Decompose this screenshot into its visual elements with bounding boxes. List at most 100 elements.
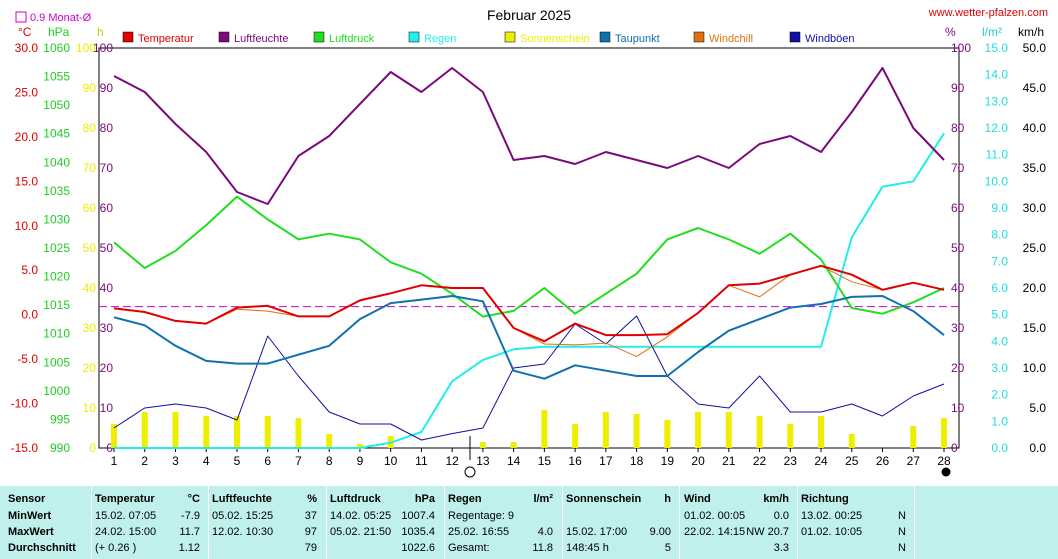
sunshine-axis-tick: 0	[89, 441, 96, 455]
sunshine-bar	[111, 424, 117, 448]
temp-unit: °C	[18, 25, 32, 39]
rain-label: Gesamt:	[448, 542, 490, 554]
rain-label: 25.02. 16:55	[448, 526, 510, 538]
table-header: h	[664, 493, 671, 505]
sunshine-bar	[633, 414, 640, 448]
wind-date: 01.02. 00:05	[684, 510, 746, 522]
pressure-axis-tick: 1050	[43, 98, 70, 112]
x-tick-label: 19	[661, 454, 675, 468]
table-divider	[914, 486, 915, 559]
table-divider	[444, 486, 445, 559]
legend-label: Windböen	[805, 33, 855, 45]
rain-axis-tick: 4.0	[991, 334, 1008, 348]
pressure-axis-tick: 1000	[43, 384, 70, 398]
humidity-right-axis-tick: 40	[951, 281, 965, 295]
rain-axis-tick: 15.0	[985, 41, 1009, 55]
sunshine-bar	[848, 434, 855, 448]
sunshine-bar	[541, 410, 548, 448]
temp-axis-tick: -15.0	[11, 441, 39, 455]
table-header: %	[307, 493, 317, 505]
humidity-left-axis-tick: 70	[100, 161, 114, 175]
legend-swatch	[504, 31, 516, 43]
monat-avg-label: 0.9 Monat-Ø	[30, 12, 92, 24]
wind-axis-tick: 40.0	[1023, 121, 1047, 135]
x-tick-label: 16	[568, 454, 582, 468]
wind-axis-tick: 20.0	[1023, 281, 1047, 295]
sunshine-axis-tick: 100	[76, 41, 96, 55]
x-tick-label: 18	[630, 454, 644, 468]
rain-axis-tick: 3.0	[991, 361, 1008, 375]
legend-swatch	[693, 31, 705, 43]
regen-line	[114, 132, 945, 449]
windböen-line	[113, 315, 945, 441]
sunshine-unit: h	[97, 25, 104, 39]
sunshine-axis-tick: 20	[83, 361, 97, 375]
humidity-right-axis-tick: 20	[951, 361, 965, 375]
table-header: Sensor	[8, 493, 46, 505]
temp-axis-tick: -10.0	[11, 397, 39, 411]
wind-value: 0.0	[773, 510, 789, 522]
humidity-date: 05.02. 15:25	[212, 510, 274, 522]
temp-axis-tick: 20.0	[15, 130, 39, 144]
table-divider	[91, 486, 92, 559]
humidity-value: 37	[304, 510, 317, 522]
rain-axis-tick: 5.0	[991, 308, 1008, 322]
rain-unit: l/m²	[982, 25, 1002, 39]
site-url: www.wetter-pfalzen.com	[928, 7, 1048, 19]
table-header: hPa	[414, 493, 435, 505]
legend-label: Regen	[424, 33, 456, 45]
temperatur-line	[113, 264, 945, 343]
pressure-date: 14.02. 05:25	[330, 510, 392, 522]
sunshine-axis-tick: 70	[83, 161, 97, 175]
rain-axis-tick: 14.0	[985, 68, 1009, 82]
sunshine-value: 5	[664, 542, 671, 554]
sunshine-bar	[941, 418, 947, 448]
x-tick-label: 1	[111, 454, 118, 468]
rain-axis-tick: 11.0	[986, 148, 1009, 162]
wind-unit: km/h	[1018, 25, 1044, 39]
pressure-axis-tick: 1005	[43, 355, 70, 369]
humidity-right-axis-tick: 80	[951, 121, 965, 135]
wind-axis-tick: 30.0	[1023, 201, 1047, 215]
x-tick-label: 22	[753, 454, 767, 468]
temp-value: -7.9	[181, 510, 200, 522]
temp-value: 11.7	[179, 526, 200, 538]
x-tick-label: 13	[476, 454, 490, 468]
humidity-left-axis-tick: 30	[100, 321, 114, 335]
x-tick-label: 3	[172, 454, 179, 468]
sunshine-bar	[233, 416, 240, 448]
wind-axis-tick: 45.0	[1023, 81, 1047, 95]
rain-axis-tick: 8.0	[991, 228, 1008, 242]
sunshine-bar	[725, 412, 732, 448]
row-label: Durchschnitt	[8, 542, 76, 554]
x-tick-label: 20	[691, 454, 705, 468]
pressure-axis-tick: 1060	[43, 41, 70, 55]
table-header: Regen	[448, 493, 482, 505]
pressure-value: 1035.4	[401, 526, 435, 538]
new-moon-icon	[941, 467, 951, 477]
legend-label: Windchill	[709, 33, 753, 45]
sunshine-bar	[818, 416, 825, 448]
luftdruck-line	[113, 195, 945, 318]
table-header: Luftdruck	[330, 493, 381, 505]
humidity-unit: %	[945, 25, 956, 39]
rain-axis-tick: 13.0	[985, 94, 1009, 108]
legend-label: Sonnenschein	[520, 33, 590, 45]
wind-axis-tick: 50.0	[1023, 41, 1047, 55]
table-header: l/m²	[533, 493, 553, 505]
pressure-value: 1022.6	[401, 542, 435, 554]
pressure-date: 05.02. 21:50	[330, 526, 392, 538]
sunshine-date: 15.02. 17:00	[566, 526, 628, 538]
humidity-value: 97	[304, 526, 317, 538]
humidity-right-axis-tick: 90	[951, 81, 965, 95]
rain-value: 11.8	[532, 542, 553, 554]
legend-swatch	[218, 31, 230, 43]
rain-axis-tick: 7.0	[991, 254, 1008, 268]
rain-label: Regentage: 9	[448, 510, 515, 522]
rain-axis-tick: 10.0	[985, 174, 1009, 188]
x-tick-label: 4	[203, 454, 210, 468]
table-header: Luftfeuchte	[212, 493, 272, 505]
sunshine-bar	[787, 424, 794, 448]
table-header: °C	[187, 493, 200, 505]
x-tick-label: 23	[784, 454, 798, 468]
